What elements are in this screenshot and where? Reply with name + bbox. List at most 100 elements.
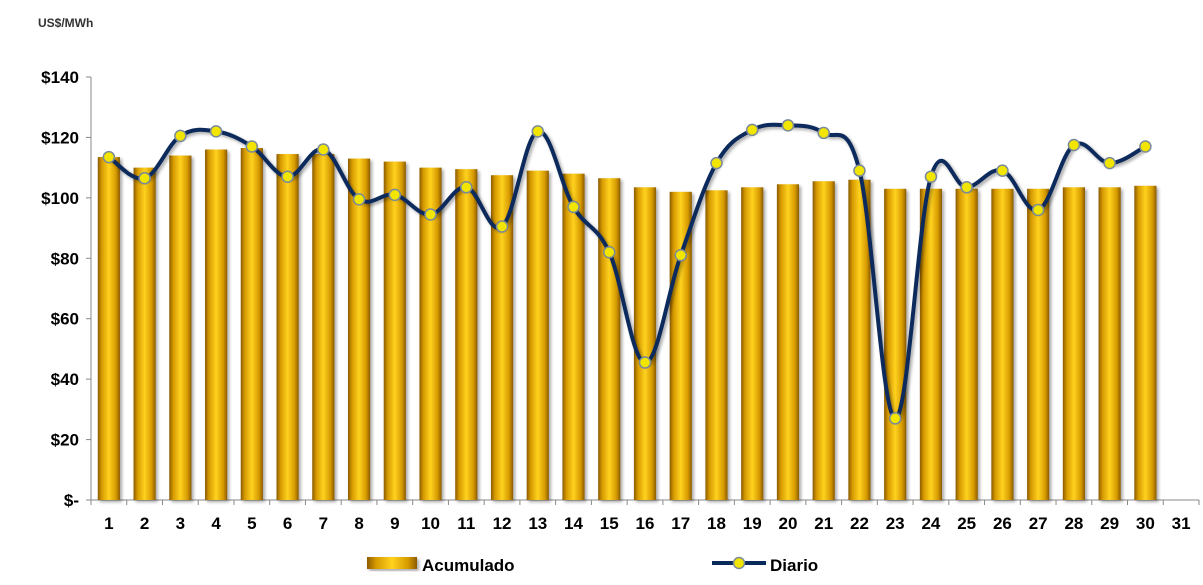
legend-swatch-acumulado bbox=[367, 557, 417, 569]
point-diario bbox=[674, 249, 687, 262]
y-unit-label: US$/MWh bbox=[38, 16, 94, 30]
line-series-diario bbox=[102, 119, 1152, 425]
bar-acumulado bbox=[455, 169, 478, 500]
x-tick-label: 31 bbox=[1172, 514, 1191, 533]
x-tick-label: 26 bbox=[993, 514, 1012, 533]
x-tick-label: 12 bbox=[493, 514, 512, 533]
point-diario bbox=[817, 126, 830, 140]
x-tick-label: 25 bbox=[957, 514, 976, 533]
x-tick-label: 4 bbox=[211, 514, 221, 533]
legend-label-acumulado: Acumulado bbox=[422, 556, 515, 575]
x-tick-label: 30 bbox=[1136, 514, 1155, 533]
x-tick-label: 28 bbox=[1064, 514, 1083, 533]
x-tick-label: 11 bbox=[457, 514, 475, 533]
bar-acumulado bbox=[955, 188, 978, 501]
x-tick-label: 10 bbox=[421, 514, 440, 533]
x-tick-label: 3 bbox=[176, 514, 185, 533]
x-tick-label: 20 bbox=[779, 514, 798, 533]
point-diario bbox=[209, 125, 223, 138]
point-diario bbox=[781, 119, 795, 132]
bar-acumulado bbox=[133, 167, 156, 500]
bar-acumulado bbox=[1062, 187, 1085, 500]
legend-swatch-diario-marker bbox=[732, 556, 746, 570]
point-diario bbox=[424, 208, 437, 221]
point-diario bbox=[1031, 203, 1045, 217]
y-tick-label: $80 bbox=[51, 249, 79, 268]
x-tick-label: 27 bbox=[1029, 514, 1048, 533]
bar-acumulado bbox=[884, 188, 907, 501]
x-tick-label: 2 bbox=[140, 514, 149, 533]
x-tick-label: 5 bbox=[247, 514, 256, 533]
point-diario bbox=[317, 143, 330, 156]
y-tick-label: $20 bbox=[51, 431, 79, 450]
bar-acumulado bbox=[598, 178, 621, 501]
x-tick-label: 16 bbox=[636, 514, 655, 533]
bar-acumulado bbox=[1134, 185, 1157, 500]
line-diario bbox=[106, 122, 1148, 421]
bar-acumulado bbox=[312, 154, 335, 500]
point-diario bbox=[388, 188, 402, 202]
x-tick-label: 23 bbox=[886, 514, 905, 533]
bar-acumulado bbox=[741, 187, 764, 500]
point-diario bbox=[460, 181, 473, 194]
y-tick-label: $120 bbox=[41, 128, 79, 147]
bar-acumulado bbox=[1027, 188, 1050, 501]
x-tick-label: 21 bbox=[814, 514, 833, 533]
x-tick-label: 14 bbox=[564, 514, 583, 533]
bar-acumulado bbox=[169, 155, 192, 501]
x-tick-label: 6 bbox=[283, 514, 292, 533]
point-diario bbox=[1103, 156, 1116, 170]
point-diario bbox=[853, 164, 866, 177]
x-tick-label: 8 bbox=[354, 514, 363, 533]
x-tick-label: 15 bbox=[600, 514, 619, 533]
point-diario bbox=[603, 245, 616, 259]
bar-acumulado bbox=[490, 175, 514, 501]
bar-acumulado bbox=[848, 179, 871, 500]
x-tick-label: 1 bbox=[104, 514, 113, 533]
bar-series-acumulado bbox=[97, 148, 1157, 501]
bar-acumulado bbox=[526, 170, 549, 500]
bar-acumulado bbox=[240, 148, 263, 500]
point-diario bbox=[495, 220, 509, 233]
legend-label-diario: Diario bbox=[770, 556, 818, 575]
bar-acumulado bbox=[705, 190, 728, 500]
x-tick-label: 9 bbox=[390, 514, 399, 533]
x-tick-label: 13 bbox=[528, 514, 547, 533]
bar-acumulado bbox=[919, 188, 943, 501]
point-diario bbox=[281, 170, 294, 183]
bar-acumulado bbox=[276, 154, 299, 500]
x-tick-label: 19 bbox=[743, 514, 762, 533]
x-tick-label: 24 bbox=[921, 514, 940, 533]
y-tick-label: $- bbox=[64, 491, 79, 510]
y-tick-label: $60 bbox=[51, 310, 79, 329]
bar-acumulado bbox=[97, 157, 120, 500]
point-diario bbox=[174, 129, 187, 143]
y-tick-label: $140 bbox=[41, 68, 79, 87]
point-diario bbox=[102, 150, 116, 164]
bar-acumulado bbox=[633, 187, 657, 500]
point-diario bbox=[245, 140, 259, 153]
point-diario bbox=[638, 356, 652, 369]
x-tick-label: 7 bbox=[319, 514, 328, 533]
y-tick-label: $100 bbox=[41, 189, 79, 208]
y-tick-label: $40 bbox=[51, 370, 79, 389]
point-diario bbox=[996, 164, 1009, 177]
point-diario bbox=[138, 171, 151, 185]
point-diario bbox=[745, 123, 759, 137]
bar-acumulado bbox=[562, 173, 585, 500]
x-tick-label: 29 bbox=[1100, 514, 1119, 533]
bar-acumulado bbox=[1098, 187, 1121, 500]
bar-acumulado bbox=[991, 188, 1014, 501]
point-diario bbox=[924, 170, 938, 183]
point-diario bbox=[567, 200, 580, 214]
bar-acumulado bbox=[383, 161, 406, 500]
legend: Acumulado Diario bbox=[367, 556, 818, 575]
bar-acumulado bbox=[205, 149, 228, 500]
bar-acumulado bbox=[812, 181, 835, 500]
x-tick-label: 17 bbox=[671, 514, 690, 533]
point-diario bbox=[1067, 138, 1081, 152]
point-diario bbox=[710, 156, 723, 170]
bar-acumulado bbox=[419, 167, 442, 500]
